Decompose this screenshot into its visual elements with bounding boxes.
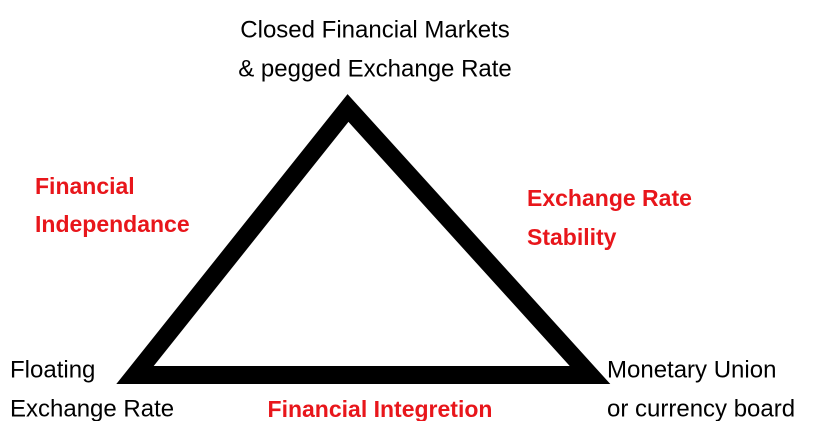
vertex-label: Closed Financial Markets: [240, 16, 509, 43]
side-label: Financial: [35, 173, 135, 199]
triangle: [116, 94, 611, 384]
vertex-label: or currency board: [607, 395, 795, 421]
vertex-label: & pegged Exchange Rate: [238, 55, 512, 82]
side-label: Stability: [527, 224, 617, 250]
side-label: Independance: [35, 211, 190, 237]
vertex-label: Exchange Rate: [10, 395, 174, 421]
vertex-label: Floating: [10, 356, 95, 383]
side-label: Exchange Rate: [527, 185, 692, 211]
vertex-label: Monetary Union: [607, 356, 776, 383]
side-label: Financial Integretion: [268, 396, 493, 421]
